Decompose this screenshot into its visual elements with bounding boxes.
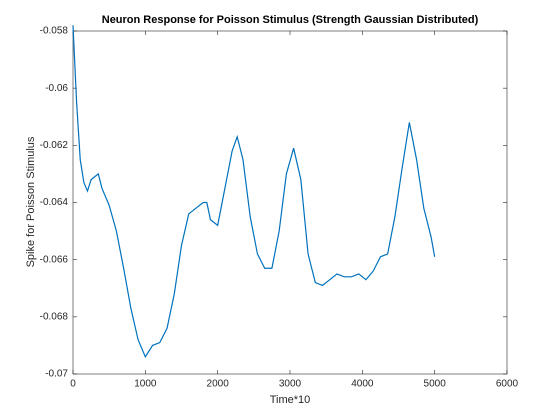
- y-tick-label: -0.058: [40, 26, 69, 37]
- y-tick-label: -0.062: [40, 140, 69, 151]
- chart-title: Neuron Response for Poisson Stimulus (St…: [102, 14, 479, 26]
- x-tick-label: 3000: [279, 379, 302, 390]
- x-axis-label: Time*10: [270, 394, 311, 406]
- data-line: [72, 25, 436, 359]
- y-tick-label: -0.07: [45, 369, 68, 380]
- x-tick-label: 2000: [207, 379, 230, 390]
- x-tick-label: 1000: [134, 379, 157, 390]
- y-tick-label: -0.064: [40, 197, 69, 208]
- y-tick-label: -0.06: [45, 83, 68, 94]
- y-tick-label: -0.066: [40, 254, 69, 265]
- y-axis-label: Spike for Poisson Stimulus: [25, 136, 37, 267]
- plot-frame: [72, 30, 508, 375]
- x-tick-label: 6000: [496, 379, 519, 390]
- x-tick-label: 5000: [424, 379, 447, 390]
- x-tick-label: 0: [70, 379, 76, 390]
- y-tick-label: -0.068: [40, 311, 69, 322]
- x-tick-label: 4000: [351, 379, 374, 390]
